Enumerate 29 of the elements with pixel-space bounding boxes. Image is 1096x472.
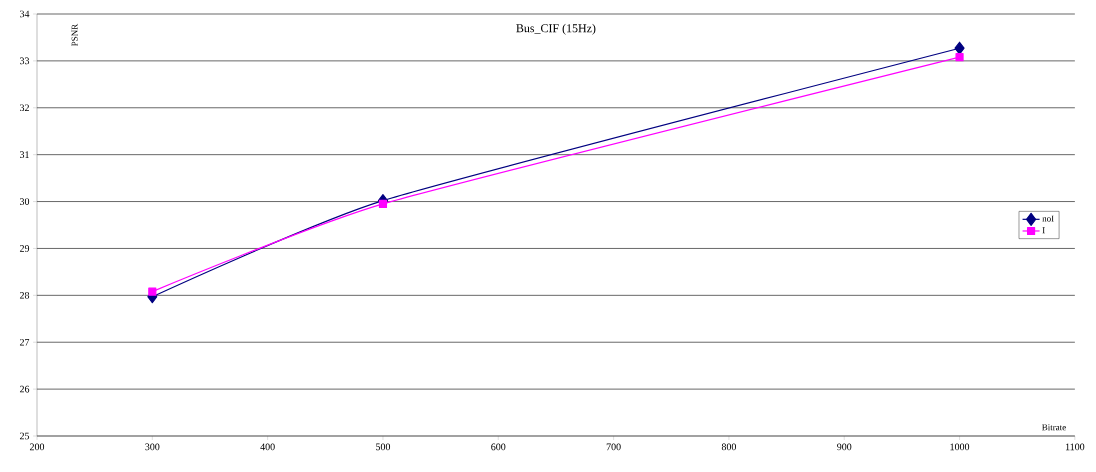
point	[378, 199, 388, 208]
y-tick-label: 27	[19, 338, 30, 346]
y-tick-label: 34	[20, 10, 30, 18]
x-axis-title: Bitrate	[1042, 424, 1066, 431]
x-tick-label: 300	[145, 443, 160, 451]
x-tick-label: 200	[29, 443, 45, 451]
y-tick-label: 25	[19, 432, 30, 440]
y-tick-label: 28	[19, 291, 30, 299]
y-tick-label: 31	[20, 151, 29, 159]
y-axis-title: PSNR	[71, 23, 78, 47]
x-tick-label: 600	[491, 443, 506, 451]
x-tick-label: 500	[376, 443, 391, 451]
legend-label: noI	[1042, 215, 1054, 222]
legend-label: I	[1042, 227, 1045, 234]
y-tick-label: 32	[20, 104, 29, 112]
point	[954, 41, 965, 55]
x-tick-label: 900	[837, 443, 852, 451]
point	[955, 53, 964, 62]
y-tick-label: 33	[20, 57, 30, 65]
x-tick-label: 1100	[1065, 443, 1085, 451]
point	[148, 287, 157, 296]
x-tick-label: 800	[721, 443, 737, 451]
y-tick-label: 30	[20, 198, 30, 205]
x-tick-label: 700	[606, 443, 621, 451]
text: Bus_CIF (15Hz)	[516, 23, 596, 35]
y-tick-label: 26	[19, 385, 30, 393]
x-tick-label: 400	[260, 443, 275, 451]
x-tick-label: 1000	[950, 443, 970, 451]
y-tick-label: 29	[19, 245, 30, 252]
